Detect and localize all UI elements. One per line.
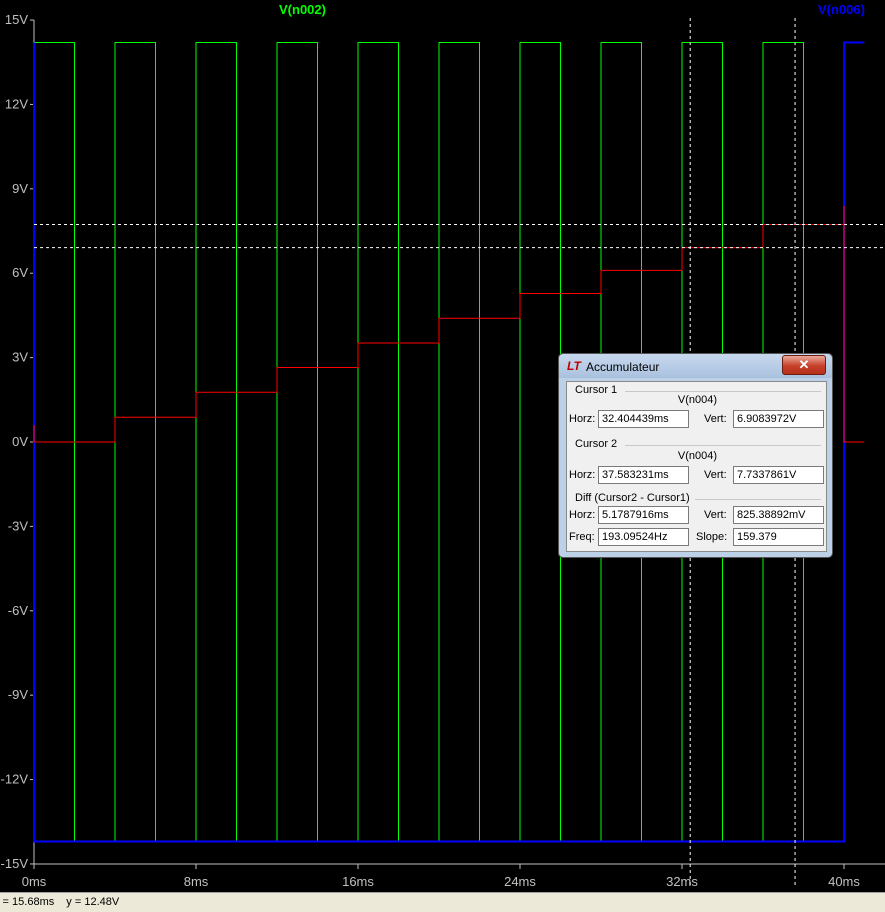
group-divider <box>625 391 821 392</box>
waveform-plot[interactable]: 15V 12V 9V 6V 3V 0V -3V -6V -9V -12V -15V 0ms 8ms 16m… <box>0 0 885 892</box>
y-tick-label: 6V <box>12 265 28 280</box>
diff-group-label: Diff (Cursor2 - Cursor1) <box>575 492 690 504</box>
trace-title-n002[interactable]: V(n002) <box>279 2 326 17</box>
y-tick-label: -6V <box>8 603 29 618</box>
diff-vert-label: Vert: <box>704 509 727 521</box>
diff-horz-label: Horz: <box>569 509 596 521</box>
y-tick-label: -12V <box>1 772 29 787</box>
diff-horz-field[interactable]: 5.1787916ms <box>598 506 689 524</box>
y-tick-label: -3V <box>8 518 29 533</box>
status-x-readout: x = 15.68ms <box>0 896 55 908</box>
dialog-title: Accumulateur <box>586 360 660 374</box>
cursor1-horz-label: Horz: <box>569 413 596 425</box>
cursor2-vert-label: Vert: <box>704 469 727 481</box>
trace-v-n004 <box>34 224 865 443</box>
cursor2-vert-field[interactable]: 7.7337861V <box>733 466 824 484</box>
y-tick-label: 9V <box>12 181 28 196</box>
group-divider <box>695 499 821 500</box>
dialog-titlebar[interactable]: LT Accumulateur ✕ <box>559 354 832 378</box>
x-tick-label: 40ms <box>828 874 860 889</box>
y-tick-label: 12V <box>5 96 28 111</box>
cursor2-signal: V(n004) <box>677 450 718 462</box>
y-tick-label: 15V <box>5 12 28 27</box>
accumulateur-dialog[interactable]: LT Accumulateur ✕ Cursor 1 V(n004) Horz:… <box>558 353 833 558</box>
x-tick-label: 24ms <box>504 874 536 889</box>
cursor1-vert-label: Vert: <box>704 413 727 425</box>
y-tick-label: -15V <box>1 856 29 871</box>
status-y-readout: y = 12.48V <box>66 896 120 908</box>
status-bar: x = 15.68ms y = 12.48V <box>0 892 885 912</box>
cursor1-horz-field[interactable]: 32.404439ms <box>598 410 689 428</box>
ltspice-logo-icon: LT <box>567 359 581 373</box>
cursor1-vert-field[interactable]: 6.9083972V <box>733 410 824 428</box>
diff-vert-field[interactable]: 825.38892mV <box>733 506 824 524</box>
diff-slope-field[interactable]: 159.379 <box>733 528 824 546</box>
diff-freq-field[interactable]: 193.09524Hz <box>598 528 689 546</box>
diff-freq-label: Freq: <box>569 531 595 543</box>
x-tick-label: 0ms <box>22 874 47 889</box>
cursor2-horz-label: Horz: <box>569 469 596 481</box>
group-divider <box>625 445 821 446</box>
x-tick-label: 32ms <box>666 874 698 889</box>
x-tick-label: 16ms <box>342 874 374 889</box>
cursor2-group-label: Cursor 2 <box>575 438 618 450</box>
cursor1-signal: V(n004) <box>677 394 718 406</box>
trace-title-n006[interactable]: V(n006) <box>818 2 865 17</box>
close-button[interactable]: ✕ <box>782 355 826 375</box>
y-tick-label: -9V <box>8 687 29 702</box>
trace-v-n006 <box>33 41 865 843</box>
cursor1-group-label: Cursor 1 <box>575 384 618 396</box>
y-tick-label: 3V <box>12 350 28 365</box>
x-tick-label: 8ms <box>184 874 209 889</box>
diff-slope-label: Slope: <box>696 531 728 543</box>
cursor2-horz-field[interactable]: 37.583231ms <box>598 466 689 484</box>
y-tick-label: 0V <box>12 434 28 449</box>
dialog-body: Cursor 1 V(n004) Horz: 32.404439ms Vert:… <box>566 381 827 552</box>
